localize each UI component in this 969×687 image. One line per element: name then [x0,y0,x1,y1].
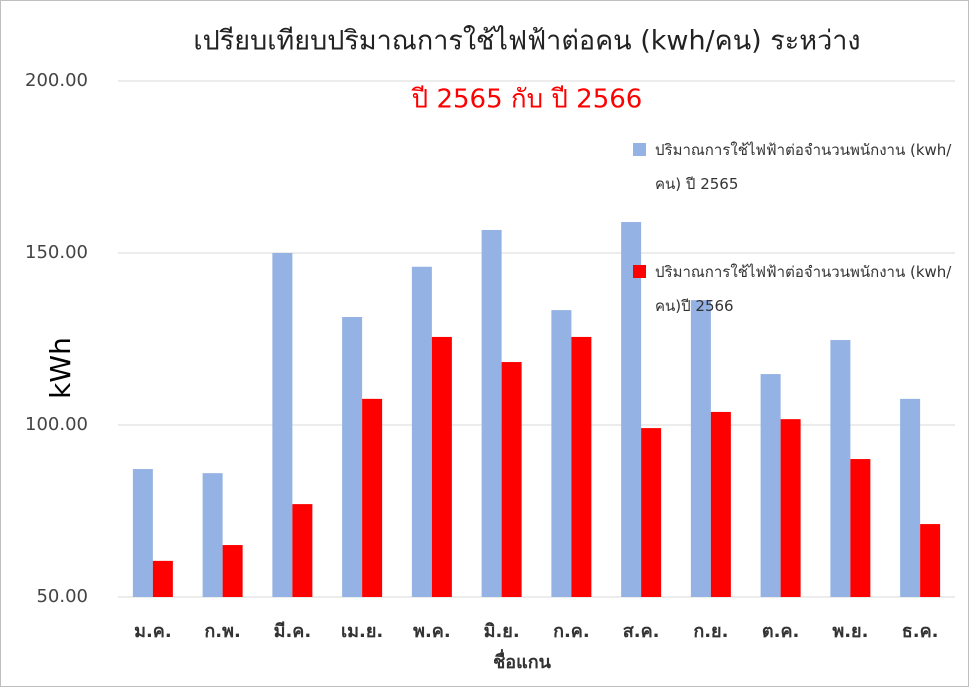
bar [132,469,153,597]
bar [850,459,871,597]
y-tick-label: 150.00 [25,242,88,263]
bar [222,545,243,597]
y-tick-label: 100.00 [25,414,88,435]
bar [481,229,502,597]
legend-label: ปริมาณการใช้ไฟฟ้าต่อจำนวนพนักงาน (kwh/คน… [655,263,952,315]
x-tick-label: ก.พ. [204,621,240,642]
bar [621,222,642,598]
x-axis-title: ชื่อแกน [493,649,552,673]
x-tick-label: ธ.ค. [902,621,939,642]
x-tick-label: มี.ค. [274,621,312,642]
y-tick-label: 200.00 [25,70,88,91]
bar [760,374,781,597]
bar [690,300,711,597]
bar [641,428,662,597]
bar [551,310,572,597]
x-tick-label: พ.ย. [832,621,868,642]
bar [501,362,522,597]
bar [342,316,363,597]
legend-item: ปริมาณการใช้ไฟฟ้าต่อจำนวนพนักงาน (kwh/คน… [633,133,955,201]
bar [431,336,452,597]
bar [292,504,313,597]
x-tick-label: เม.ย. [341,621,383,642]
bar [920,524,941,597]
x-tick-label: ม.ค. [134,621,172,642]
x-tick-label: ก.ย. [693,621,728,642]
x-tick-label: ก.ค. [553,621,590,642]
y-axis-title: kWh [44,337,77,399]
x-tick-label: ส.ค. [623,621,660,642]
bar [152,560,173,597]
legend-label: ปริมาณการใช้ไฟฟ้าต่อจำนวนพนักงาน (kwh/คน… [655,141,952,193]
bar [362,398,383,597]
legend-item: ปริมาณการใช้ไฟฟ้าต่อจำนวนพนักงาน (kwh/คน… [633,255,955,323]
legend-swatch [633,265,646,278]
legend-swatch [633,143,646,156]
bar [272,253,293,597]
bar [710,411,731,597]
x-tick-label: พ.ค. [413,621,451,642]
bar [830,340,851,597]
bar [411,266,432,597]
x-tick-label: มิ.ย. [484,621,520,642]
bar [202,473,223,597]
chart-subtitle: ปี 2565 กับ ปี 2566 [411,85,643,115]
bar [571,336,592,597]
y-tick-label: 50.00 [36,586,88,607]
bar [780,419,801,597]
chart-title: เปรียบเทียบปริมาณการใช้ไฟฟ้าต่อคน (kwh/ค… [193,25,860,57]
bar [900,398,921,597]
x-tick-label: ต.ค. [762,621,799,642]
